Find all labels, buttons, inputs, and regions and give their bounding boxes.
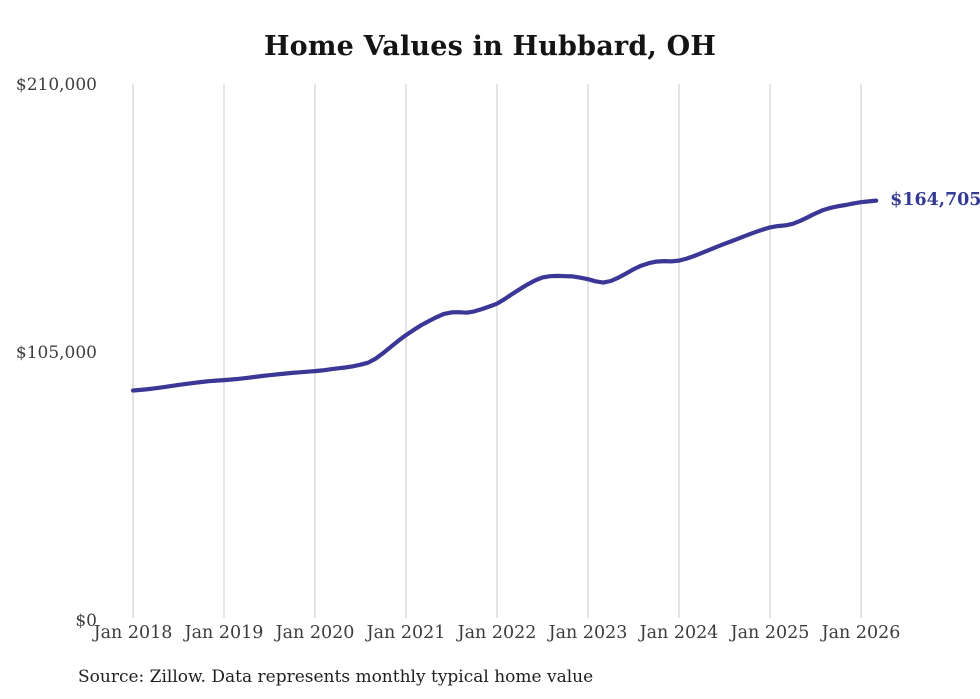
y-tick-label: $210,000 [15, 75, 97, 95]
x-tick-label: Jan 2021 [366, 623, 446, 643]
y-tick-label: $0 [75, 611, 97, 631]
x-tick-label: Jan 2024 [639, 623, 719, 643]
x-tick-label: Jan 2025 [730, 623, 810, 643]
x-tick-label: Jan 2020 [275, 623, 355, 643]
gridlines-group [132, 84, 862, 618]
x-tick-label: Jan 2022 [457, 623, 537, 643]
chart-title: Home Values in Hubbard, OH [263, 31, 717, 62]
home-value-line [130, 198, 879, 393]
last-value-label: $164,705 [890, 189, 980, 210]
y-tick-label: $105,000 [15, 343, 97, 363]
x-tick-label: Jan 2019 [184, 623, 264, 643]
x-tick-label: Jan 2026 [821, 623, 901, 643]
source-note: Source: Zillow. Data represents monthly … [78, 667, 594, 687]
x-tick-label: Jan 2018 [93, 623, 173, 643]
x-tick-label: Jan 2023 [548, 623, 628, 643]
